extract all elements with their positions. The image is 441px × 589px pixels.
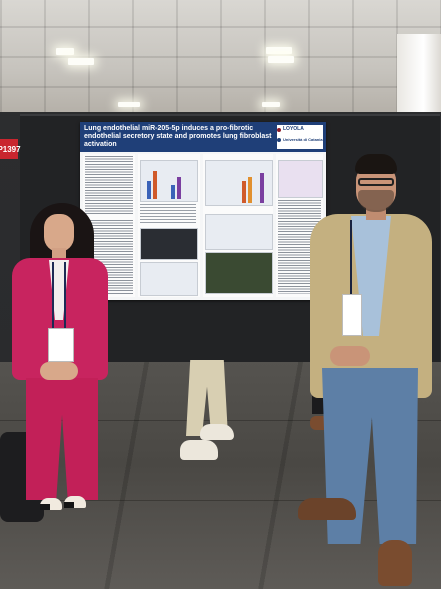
poster-text-block xyxy=(140,204,196,224)
ceiling-light xyxy=(68,58,94,65)
figure-bar xyxy=(260,173,264,203)
university-logos: LOYOLA Università di Catania xyxy=(277,125,323,149)
figure-bar xyxy=(242,181,246,203)
shoe xyxy=(40,498,62,510)
poster-body xyxy=(83,154,323,297)
ceiling-light xyxy=(266,47,292,54)
name-badge xyxy=(342,294,362,336)
ceiling-light xyxy=(262,102,280,107)
figure-bar xyxy=(248,177,252,203)
poster-figure xyxy=(140,262,198,296)
lanyard xyxy=(350,220,358,296)
background-shoe xyxy=(180,440,218,460)
board-number-tag: P1397 xyxy=(0,139,21,159)
catania-emblem-icon xyxy=(277,138,281,142)
white-pillar xyxy=(397,34,441,114)
logo-catania: Università di Catania xyxy=(283,137,323,142)
figure-bar xyxy=(177,177,181,199)
lanyard xyxy=(52,262,66,328)
figure-bar xyxy=(147,181,151,199)
poster-figure xyxy=(140,228,198,260)
shoe xyxy=(64,496,86,508)
name-badge xyxy=(48,328,74,362)
figure-bar xyxy=(153,171,157,199)
clasped-hands xyxy=(330,346,370,366)
figure-bar xyxy=(171,185,175,199)
poster-figure xyxy=(205,160,273,206)
glasses-icon xyxy=(358,178,394,186)
logo-loyola: LOYOLA xyxy=(283,126,304,132)
poster-column-middle xyxy=(138,154,200,297)
floor-seam xyxy=(0,500,441,501)
hair xyxy=(355,154,397,174)
ceiling-light xyxy=(56,48,74,55)
loyola-emblem-icon xyxy=(277,128,281,132)
ceiling-light xyxy=(118,102,140,107)
poster-column-center-right xyxy=(203,154,273,297)
research-poster: Lung endothelial miR-205-5p induces a pr… xyxy=(80,122,326,300)
poster-text-block xyxy=(85,156,133,216)
ceiling-light xyxy=(268,56,294,63)
poster-title: Lung endothelial miR-205-5p induces a pr… xyxy=(84,125,272,148)
poster-figure xyxy=(278,160,323,198)
brown-shoe xyxy=(298,498,356,520)
poster-figure xyxy=(140,160,198,202)
poster-figure xyxy=(205,214,273,250)
clasped-hands xyxy=(40,362,78,380)
brown-shoe xyxy=(378,540,412,586)
poster-header: Lung endothelial miR-205-5p induces a pr… xyxy=(80,122,326,152)
beard xyxy=(358,190,394,212)
background-shoe xyxy=(200,424,234,440)
ceiling xyxy=(0,0,441,118)
poster-figure xyxy=(205,252,273,294)
face xyxy=(44,214,74,252)
